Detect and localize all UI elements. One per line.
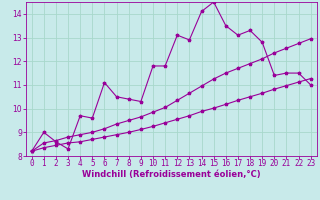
X-axis label: Windchill (Refroidissement éolien,°C): Windchill (Refroidissement éolien,°C) — [82, 170, 260, 179]
